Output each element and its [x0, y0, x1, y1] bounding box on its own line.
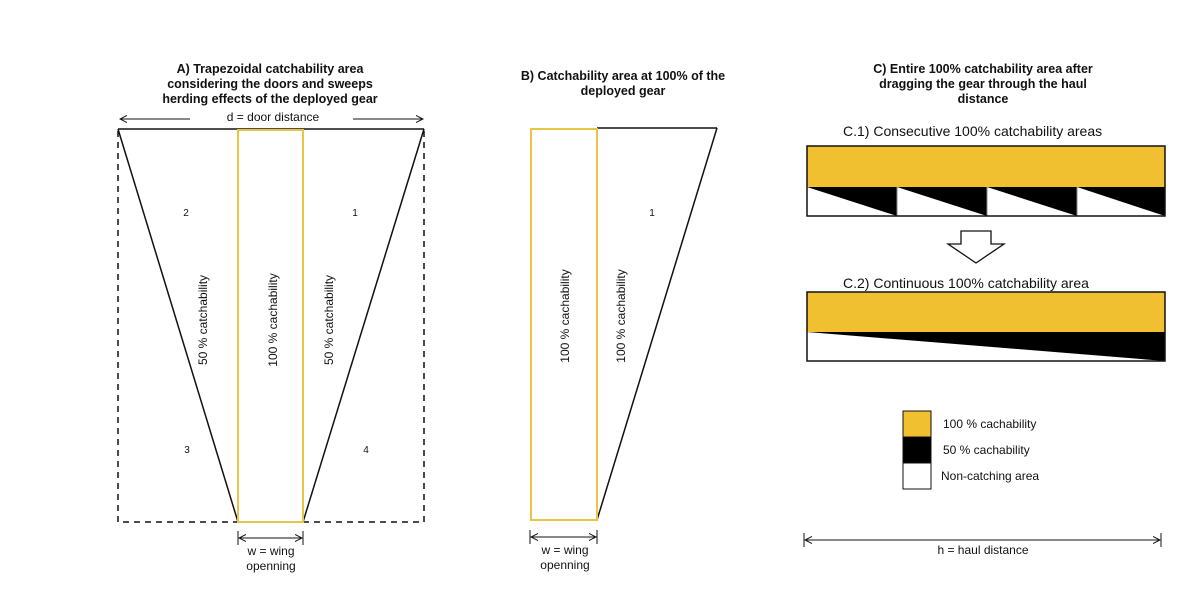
panel-b-sweep	[596, 127, 718, 521]
panel-a: A) Trapezoidal catchability area conside…	[117, 62, 425, 573]
panel-b-title-line-2: deployed gear	[581, 84, 666, 98]
panel-b-catchability-label-2: 100 % cachability	[614, 269, 628, 362]
region-label-3: 3	[184, 445, 190, 456]
panel-b-title-line-1: B) Catchability area at 100% of the	[521, 69, 725, 83]
panel-a-left-catchability-label: 50 % catchability	[196, 275, 210, 365]
panel-a-dashed-right	[303, 131, 425, 523]
panel-c-title-line-3: distance	[958, 92, 1009, 106]
panel-a-wing-label-line-2: openning	[246, 559, 295, 573]
panel-a-right-catchability-label: 50 % catchability	[322, 275, 336, 365]
c1-segment-2	[897, 187, 987, 216]
panel-b-wing-label-line-1: w = wing	[540, 543, 588, 557]
legend-label-full: 100 % cachability	[943, 417, 1036, 431]
panel-b: B) Catchability area at 100% of the depl…	[521, 69, 725, 572]
panel-a-dashed-left	[117, 131, 238, 523]
haul-distance-label: h = haul distance	[937, 543, 1028, 557]
legend: 100 % cachability 50 % cachability Non-c…	[902, 410, 1039, 490]
panel-b-catchability-label-1: 100 % cachability	[558, 269, 572, 362]
panel-b-wing-label-line-2: openning	[540, 558, 589, 572]
region-label-1: 1	[352, 208, 358, 219]
panel-a-title-line-2: considering the doors and sweeps	[167, 77, 373, 91]
region-label-2: 2	[183, 208, 189, 219]
panel-c2-title: C.2) Continuous 100% catchability area	[843, 275, 1089, 291]
transition-down-arrow-icon	[945, 230, 1007, 264]
c2-full-catch-band	[807, 292, 1165, 332]
region-label-4: 4	[363, 445, 369, 456]
panel-c1-strip	[806, 145, 1166, 217]
door-distance-label: d = door distance	[227, 110, 320, 124]
panel-b-wing-area	[530, 128, 598, 521]
c2-half-catch-wedge	[807, 332, 1165, 361]
panel-a-right-sweep	[302, 128, 425, 523]
panel-a-wing-area	[237, 129, 304, 523]
c1-full-catch-band	[807, 146, 1165, 187]
panel-c1-title: C.1) Consecutive 100% catchability areas	[843, 123, 1102, 139]
panel-c: C) Entire 100% catchability area after d…	[803, 62, 1166, 557]
panel-c-title-line-2: dragging the gear through the haul	[879, 77, 1087, 91]
c1-segment-3	[987, 187, 1077, 216]
c1-segment-4	[1077, 187, 1165, 216]
panel-a-left-sweep	[117, 128, 239, 523]
legend-label-half: 50 % cachability	[943, 443, 1030, 457]
panel-a-wing-label-line-1: w = wing	[246, 544, 294, 558]
door-distance-label-bg	[190, 111, 353, 125]
panel-c-title-line-1: C) Entire 100% catchability area after	[873, 62, 1093, 76]
c1-segment-1	[807, 187, 897, 216]
legend-swatch-full	[902, 410, 932, 438]
legend-label-none: Non-catching area	[941, 469, 1039, 483]
panel-a-title-line-3: herding effects of the deployed gear	[162, 92, 377, 106]
panel-a-center-catchability-label: 100 % cachability	[266, 273, 280, 366]
c1-outline	[806, 145, 1166, 217]
panel-c2-strip	[806, 291, 1166, 362]
c2-outline	[806, 291, 1166, 362]
legend-swatch-none	[902, 462, 932, 490]
legend-swatch-half	[902, 436, 932, 464]
panel-a-title-line-1: A) Trapezoidal catchability area	[177, 62, 365, 76]
panel-b-region-label-1: 1	[649, 208, 655, 219]
